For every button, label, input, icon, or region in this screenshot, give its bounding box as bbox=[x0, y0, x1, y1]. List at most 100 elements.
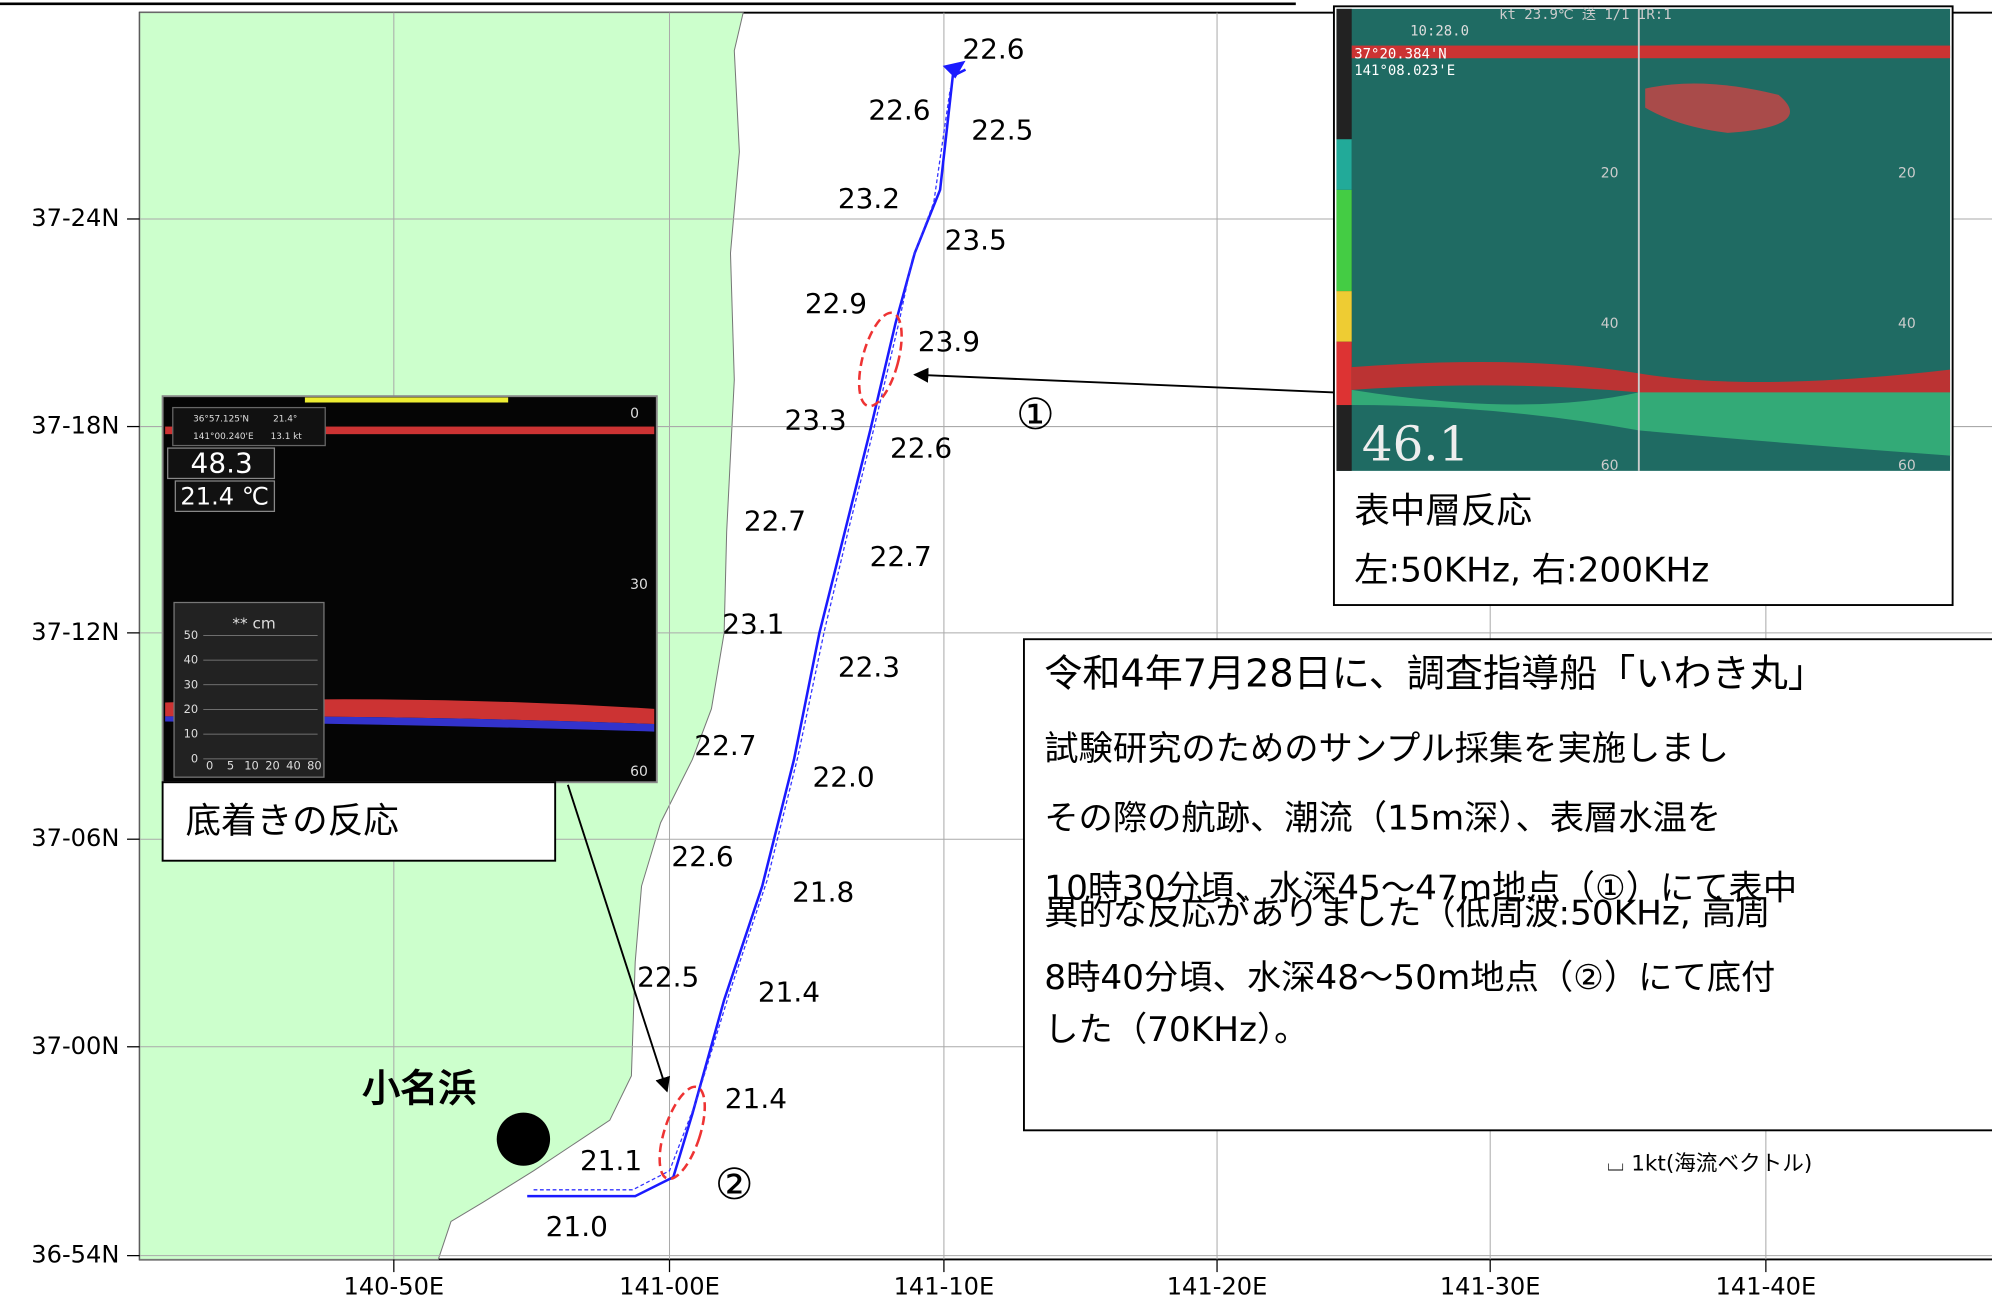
bottom-band bbox=[1351, 362, 1951, 399]
lon-label: 141-10E bbox=[894, 1272, 995, 1300]
lat-label: 37-24N bbox=[31, 204, 119, 232]
description-line: 10時30分頃、水深45〜47m地点（①）にて表中 bbox=[1044, 868, 1797, 908]
inset-left-depth: 48.3 bbox=[191, 447, 253, 480]
inset-left-lat: 36°57.125'N bbox=[193, 414, 249, 424]
inset-header: kt 23.9℃ 送 1/1 IR:1 bbox=[1499, 7, 1672, 23]
graph-x-label: 80 bbox=[307, 758, 322, 772]
graph-y-label: 50 bbox=[184, 628, 199, 642]
depth-box bbox=[167, 447, 276, 480]
graph-x-label: 10 bbox=[244, 758, 259, 772]
temp-label: 22.0 bbox=[812, 760, 874, 793]
inset-depth: 46.1 bbox=[1362, 417, 1469, 473]
temp-label: 22.3 bbox=[838, 650, 900, 683]
depth-scale: 60 bbox=[630, 764, 648, 780]
graph-y-label: 10 bbox=[184, 727, 199, 741]
description-line: 試験研究のためのサンプル採集を実施しまし bbox=[1044, 729, 1729, 769]
track-end bbox=[942, 60, 966, 79]
graph-title: ** cm bbox=[232, 615, 275, 633]
legend: ⌴ 1kt(海流ベクトル) bbox=[1607, 1152, 1812, 1177]
depth-scale: 20 bbox=[1601, 165, 1619, 181]
temp-label: 23.9 bbox=[918, 325, 980, 358]
caption-sub: 左:50KHz, 右:200KHz bbox=[1354, 551, 1709, 591]
temp-label: 23.1 bbox=[722, 607, 784, 640]
lon-label: 141-40E bbox=[1716, 1272, 1817, 1300]
temp-label: 21.8 bbox=[792, 876, 854, 909]
color-scale-part bbox=[1336, 189, 1352, 292]
temp-label: 23.2 bbox=[838, 182, 900, 215]
temp-label: 23.3 bbox=[785, 404, 847, 437]
color-scale-part bbox=[1336, 291, 1352, 342]
temp-label: 21.0 bbox=[546, 1210, 608, 1243]
description-line: した（70KHz）。 bbox=[1044, 1010, 1308, 1050]
inset-lat: 37°20.384'N bbox=[1354, 46, 1446, 62]
depth-scale: 60 bbox=[1601, 458, 1619, 474]
temp-label: 22.5 bbox=[637, 960, 699, 993]
bar bbox=[304, 397, 509, 403]
depth-scale: 0 bbox=[630, 406, 639, 422]
temp-label: 22.9 bbox=[805, 287, 867, 320]
bottom-echo bbox=[1351, 389, 1951, 456]
caption-left: 底着きの反応 bbox=[185, 801, 398, 842]
temp-label: 21.4 bbox=[758, 976, 820, 1009]
highlight-1 bbox=[857, 311, 903, 408]
depth-scale: 40 bbox=[1898, 316, 1916, 332]
lon-label: 141-00E bbox=[619, 1272, 720, 1300]
description-line: 令和4年7月28日に、調査指導船「いわき丸」 bbox=[1044, 651, 1826, 695]
depth-scale: 40 bbox=[1601, 316, 1619, 332]
temp-label: 21.4 bbox=[725, 1082, 787, 1115]
description-line: 8時40分頃、水深48〜50m地点（②）にて底付 bbox=[1044, 958, 1775, 998]
surface-band bbox=[1351, 45, 1951, 59]
inset-left-lon: 141°00.240'E bbox=[193, 432, 254, 442]
depth-scale: 60 bbox=[1898, 458, 1916, 474]
graph-y-label: 20 bbox=[184, 702, 199, 716]
inset-left-temp: 21.4 ℃ bbox=[180, 482, 268, 510]
color-scale-part bbox=[1336, 341, 1352, 406]
ship-track bbox=[527, 68, 967, 1198]
current-vectors bbox=[533, 88, 951, 1191]
lon-label: 141-30E bbox=[1440, 1272, 1541, 1300]
temp-label: 22.7 bbox=[694, 729, 756, 762]
caption-left-box bbox=[161, 781, 557, 862]
graph-y-label: 0 bbox=[191, 751, 198, 765]
graph-panel bbox=[173, 601, 325, 778]
lat-label: 36-54N bbox=[31, 1241, 119, 1269]
place-label: 小名浜 bbox=[362, 1067, 476, 1111]
school-echo bbox=[1645, 83, 1791, 133]
graph-x-label: 0 bbox=[206, 758, 213, 772]
arrow-2 bbox=[566, 784, 671, 1093]
temp-label: 22.6 bbox=[962, 33, 1024, 66]
lon-label: 141-20E bbox=[1167, 1272, 1268, 1300]
temp-label: 23.5 bbox=[945, 224, 1007, 257]
port-dot bbox=[496, 1112, 551, 1166]
marker-2: ② bbox=[715, 1160, 754, 1210]
depth-scale: 30 bbox=[630, 577, 648, 593]
temp-label: 22.6 bbox=[890, 431, 952, 464]
arrow-1 bbox=[913, 367, 1334, 394]
lat-label: 37-00N bbox=[31, 1032, 119, 1060]
description-line: その際の航跡、潮流（15m深）、表層水温を bbox=[1044, 799, 1721, 839]
temp-label: 22.6 bbox=[671, 840, 733, 873]
lat-label: 37-12N bbox=[31, 618, 119, 646]
inset-left-speed: 13.1 kt bbox=[271, 432, 303, 442]
lon-label: 140-50E bbox=[343, 1272, 444, 1300]
inset-time: 10:28.0 bbox=[1410, 24, 1469, 40]
color-scale-part bbox=[1336, 139, 1352, 190]
temp-box bbox=[174, 480, 276, 513]
temp-label: 22.7 bbox=[744, 505, 806, 538]
lat-label: 37-06N bbox=[31, 824, 119, 852]
surface-band bbox=[165, 426, 655, 435]
temp-label: 22.7 bbox=[870, 540, 932, 573]
description-line: 異的な反応がありました（低周波:50KHz, 高周 bbox=[1044, 894, 1770, 934]
graph-x-label: 20 bbox=[265, 758, 280, 772]
temp-label: 21.1 bbox=[580, 1144, 642, 1177]
graph-x-label: 5 bbox=[227, 758, 234, 772]
depth-scale: 20 bbox=[1898, 165, 1916, 181]
lat-label: 37-18N bbox=[31, 412, 119, 440]
temp-label: 22.5 bbox=[971, 114, 1033, 147]
graph-y-label: 40 bbox=[184, 653, 199, 667]
graph-x-label: 40 bbox=[286, 758, 301, 772]
caption-title: 表中層反応 bbox=[1354, 491, 1532, 532]
graph-y-label: 30 bbox=[184, 677, 199, 691]
highlight-2 bbox=[658, 1085, 707, 1181]
